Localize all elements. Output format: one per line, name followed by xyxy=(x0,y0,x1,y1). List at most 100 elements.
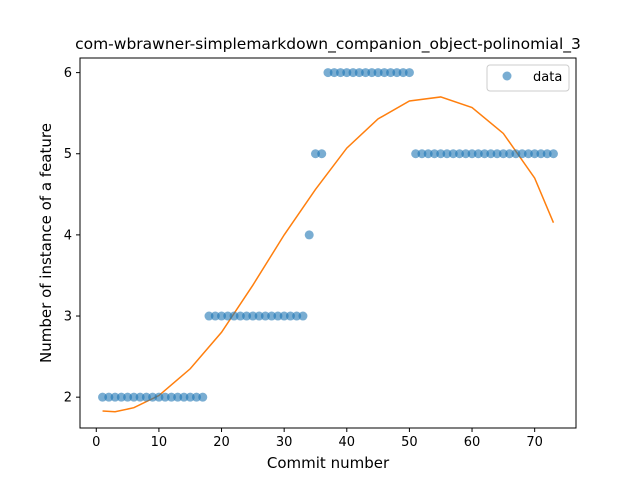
data-point xyxy=(298,311,308,321)
x-tick-label: 0 xyxy=(92,435,100,450)
data-point xyxy=(436,149,446,159)
data-point xyxy=(367,68,377,78)
data-point xyxy=(204,311,214,321)
data-point xyxy=(304,230,314,240)
points-layer xyxy=(98,68,558,402)
data-point xyxy=(336,68,346,78)
data-point xyxy=(461,149,471,159)
data-point xyxy=(229,311,239,321)
y-tick-label: 2 xyxy=(64,391,72,406)
data-point xyxy=(273,311,283,321)
data-point xyxy=(448,149,458,159)
x-tick-label: 60 xyxy=(464,435,481,450)
data-point xyxy=(361,68,371,78)
data-point xyxy=(329,68,339,78)
data-point xyxy=(310,149,320,159)
legend-box xyxy=(486,64,570,92)
data-point xyxy=(511,149,521,159)
data-point xyxy=(154,392,164,402)
data-point xyxy=(530,149,540,159)
y-tick-label: 4 xyxy=(64,228,72,243)
data-point xyxy=(342,68,352,78)
data-point xyxy=(398,68,408,78)
data-point xyxy=(166,392,176,402)
fit-curve xyxy=(102,96,555,413)
data-point xyxy=(423,149,433,159)
y-axis-ticks: 2 3 4 5 6 xyxy=(64,66,80,406)
data-point xyxy=(104,392,114,402)
data-point xyxy=(210,311,220,321)
data-point xyxy=(392,68,402,78)
data-point xyxy=(373,68,383,78)
data-point xyxy=(279,311,289,321)
legend-label-data: data xyxy=(533,70,562,85)
data-point xyxy=(386,68,396,78)
x-tick-label: 50 xyxy=(401,435,418,450)
chart-title: com-wbrawner-simplemarkdown_companion_ob… xyxy=(75,35,581,54)
data-point xyxy=(160,392,170,402)
data-point xyxy=(323,68,333,78)
data-point xyxy=(191,392,201,402)
data-point xyxy=(254,311,264,321)
data-point xyxy=(217,311,227,321)
data-point xyxy=(260,311,270,321)
x-tick-label: 40 xyxy=(339,435,356,450)
data-point xyxy=(548,149,558,159)
data-point xyxy=(123,392,133,402)
data-point xyxy=(173,392,183,402)
data-point xyxy=(248,311,258,321)
data-point xyxy=(492,149,502,159)
data-point xyxy=(404,68,414,78)
data-point xyxy=(473,149,483,159)
x-tick-label: 30 xyxy=(276,435,293,450)
legend: data xyxy=(486,64,570,92)
x-tick-label: 20 xyxy=(213,435,230,450)
data-point xyxy=(198,392,208,402)
data-point xyxy=(242,311,252,321)
data-point xyxy=(292,311,302,321)
data-point xyxy=(179,392,189,402)
data-point xyxy=(223,311,233,321)
data-point xyxy=(185,392,195,402)
y-tick-label: 5 xyxy=(64,147,72,162)
data-point xyxy=(455,149,465,159)
data-point xyxy=(141,392,151,402)
data-point xyxy=(235,311,245,321)
x-tick-label: 70 xyxy=(526,435,543,450)
x-axis-label: Commit number xyxy=(267,454,390,472)
data-point xyxy=(348,68,358,78)
data-point xyxy=(354,68,364,78)
y-tick-label: 6 xyxy=(64,66,72,81)
data-point xyxy=(542,149,552,159)
data-point xyxy=(417,149,427,159)
data-point xyxy=(486,149,496,159)
data-point xyxy=(498,149,508,159)
x-tick-label: 10 xyxy=(151,435,168,450)
data-point xyxy=(135,392,145,402)
data-point xyxy=(148,392,158,402)
data-point xyxy=(467,149,477,159)
data-point xyxy=(129,392,139,402)
data-point xyxy=(480,149,490,159)
plot-frame xyxy=(79,57,577,429)
data-point xyxy=(517,149,527,159)
data-point xyxy=(267,311,277,321)
data-point xyxy=(536,149,546,159)
data-point xyxy=(429,149,439,159)
data-point xyxy=(285,311,295,321)
data-point xyxy=(317,149,327,159)
legend-marker xyxy=(502,71,512,81)
data-point xyxy=(110,392,120,402)
data-point xyxy=(116,392,126,402)
data-point xyxy=(379,68,389,78)
fit-curve-layer xyxy=(102,96,555,413)
data-point xyxy=(442,149,452,159)
data-point xyxy=(411,149,421,159)
y-axis-label: Number of instance of a feature xyxy=(37,123,55,363)
x-axis-ticks: 0 10 20 30 40 50 60 70 xyxy=(92,428,543,450)
data-point xyxy=(98,392,108,402)
y-tick-label: 3 xyxy=(64,310,72,325)
data-point xyxy=(505,149,515,159)
data-point xyxy=(523,149,533,159)
